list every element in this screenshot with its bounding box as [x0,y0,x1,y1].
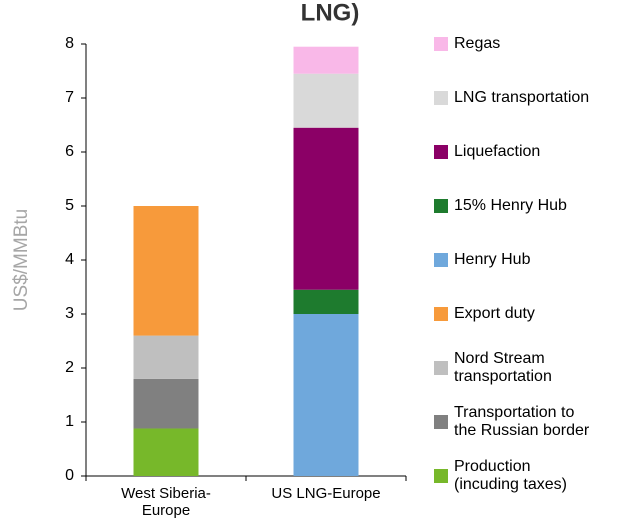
legend-label: Regas [454,35,501,52]
y-tick-label: 3 [65,305,74,322]
x-tick-label: West Siberia-Europe [121,485,211,519]
bar-segment [293,73,359,128]
legend-swatch [434,361,448,375]
legend-swatch [434,145,448,159]
legend-entry: 15% Henry Hub [434,186,609,226]
legend-label: Export duty [454,305,535,322]
legend-swatch [434,199,448,213]
legend-label: Transportation to the Russian border [454,404,590,439]
legend-entry: Transportation to the Russian border [434,402,609,442]
legend-entry: Henry Hub [434,240,609,280]
legend-label: Henry Hub [454,251,531,268]
legend-swatch [434,415,448,429]
bar-segment [293,314,359,476]
bar-segment [133,206,199,336]
bar-segment [133,428,199,476]
x-tick-label: US LNG-Europe [271,485,381,502]
y-tick-label: 7 [65,89,74,106]
legend-entry: Regas [434,24,609,64]
legend-label: LNG transportation [454,89,590,106]
legend-entry: Export duty [434,294,609,334]
legend-label: 15% Henry Hub [454,197,567,214]
legend-label: Nord Stream transportation [454,350,552,385]
legend-swatch [434,307,448,321]
legend-swatch [434,253,448,267]
bar-segment [293,46,359,74]
y-tick-label: 4 [65,251,74,268]
legend-swatch [434,37,448,51]
legend-entry: Nord Stream transportation [434,348,609,388]
legend-label: Liquefaction [454,143,541,160]
bar-segment [293,289,359,314]
legend-entry: LNG transportation [434,78,609,118]
y-tick-label: 6 [65,143,74,160]
legend-swatch [434,469,448,483]
bar-segment [293,127,359,290]
y-tick-label: 1 [65,413,74,430]
bar-segment [133,335,199,379]
y-tick-label: 2 [65,359,74,376]
y-tick-label: 8 [65,35,74,52]
chart-title: LNG) [301,0,360,26]
bar-segment [133,378,199,429]
y-tick-label: 5 [65,197,74,214]
y-axis-label: US$/MMBtu [11,209,32,311]
legend-swatch [434,91,448,105]
legend-entry: Liquefaction [434,132,609,172]
y-tick-label: 0 [65,467,74,484]
legend-entry: Production (incuding taxes) [434,456,609,496]
legend-label: Production (incuding taxes) [454,458,567,493]
